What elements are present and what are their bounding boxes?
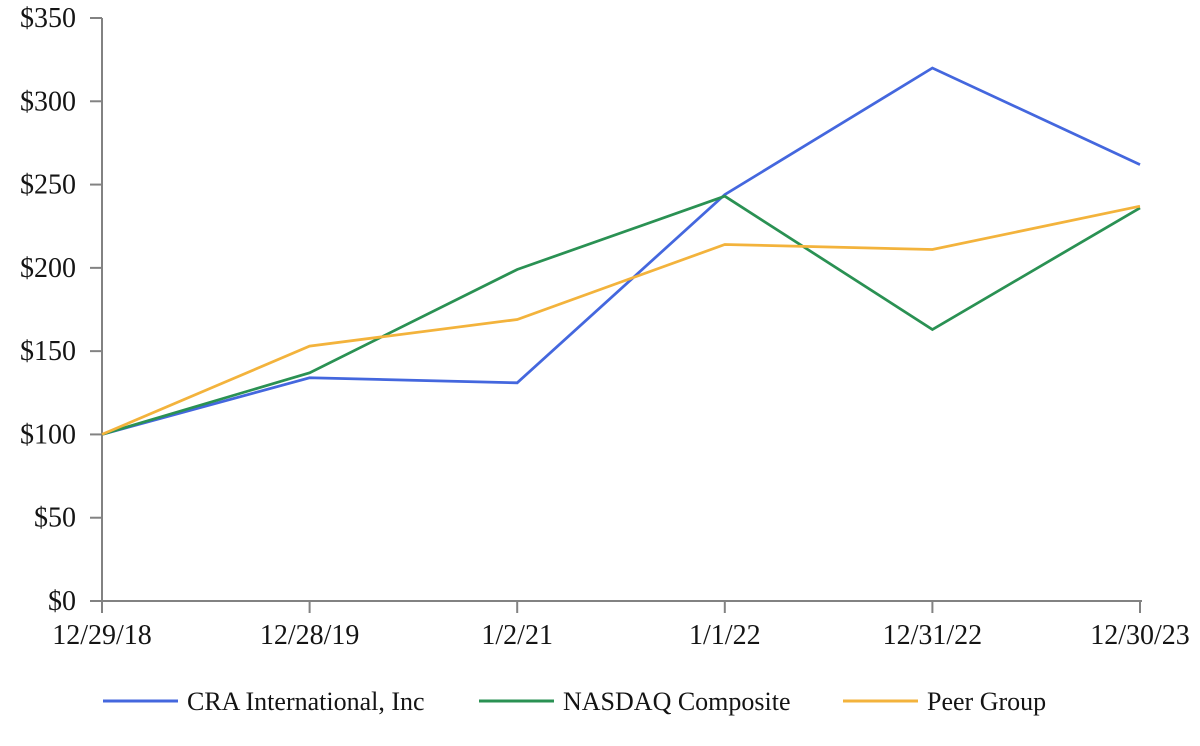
x-axis-tick-label: 12/30/23 (1090, 620, 1190, 651)
y-axis-tick-label: $300 (20, 86, 76, 117)
legend-label-peer-group: Peer Group (927, 687, 1046, 716)
x-axis-tick-label: 1/2/21 (481, 620, 553, 651)
y-axis-tick-label: $350 (20, 3, 76, 34)
series-line-peer-group (101, 204, 1141, 436)
series-line-nasdaq-composite (101, 194, 1141, 436)
y-axis-tick-label: $0 (48, 586, 76, 617)
legend-label-nasdaq-composite: NASDAQ Composite (563, 687, 791, 716)
x-axis-tick-label: 12/31/22 (883, 620, 983, 651)
x-axis-tick-label: 12/28/19 (260, 620, 360, 651)
legend-label-cra-international-inc: CRA International, Inc (187, 687, 425, 716)
y-axis-tick-label: $50 (34, 503, 76, 534)
y-axis-tick-label: $250 (20, 170, 76, 201)
y-axis-tick-label: $200 (20, 253, 76, 284)
y-axis-tick-label: $100 (20, 419, 76, 450)
x-axis-tick-label: 1/1/22 (689, 620, 761, 651)
series-line-cra-international-inc (101, 66, 1141, 436)
x-axis-tick-label: 12/29/18 (52, 620, 152, 651)
y-axis-tick-label: $150 (20, 336, 76, 367)
